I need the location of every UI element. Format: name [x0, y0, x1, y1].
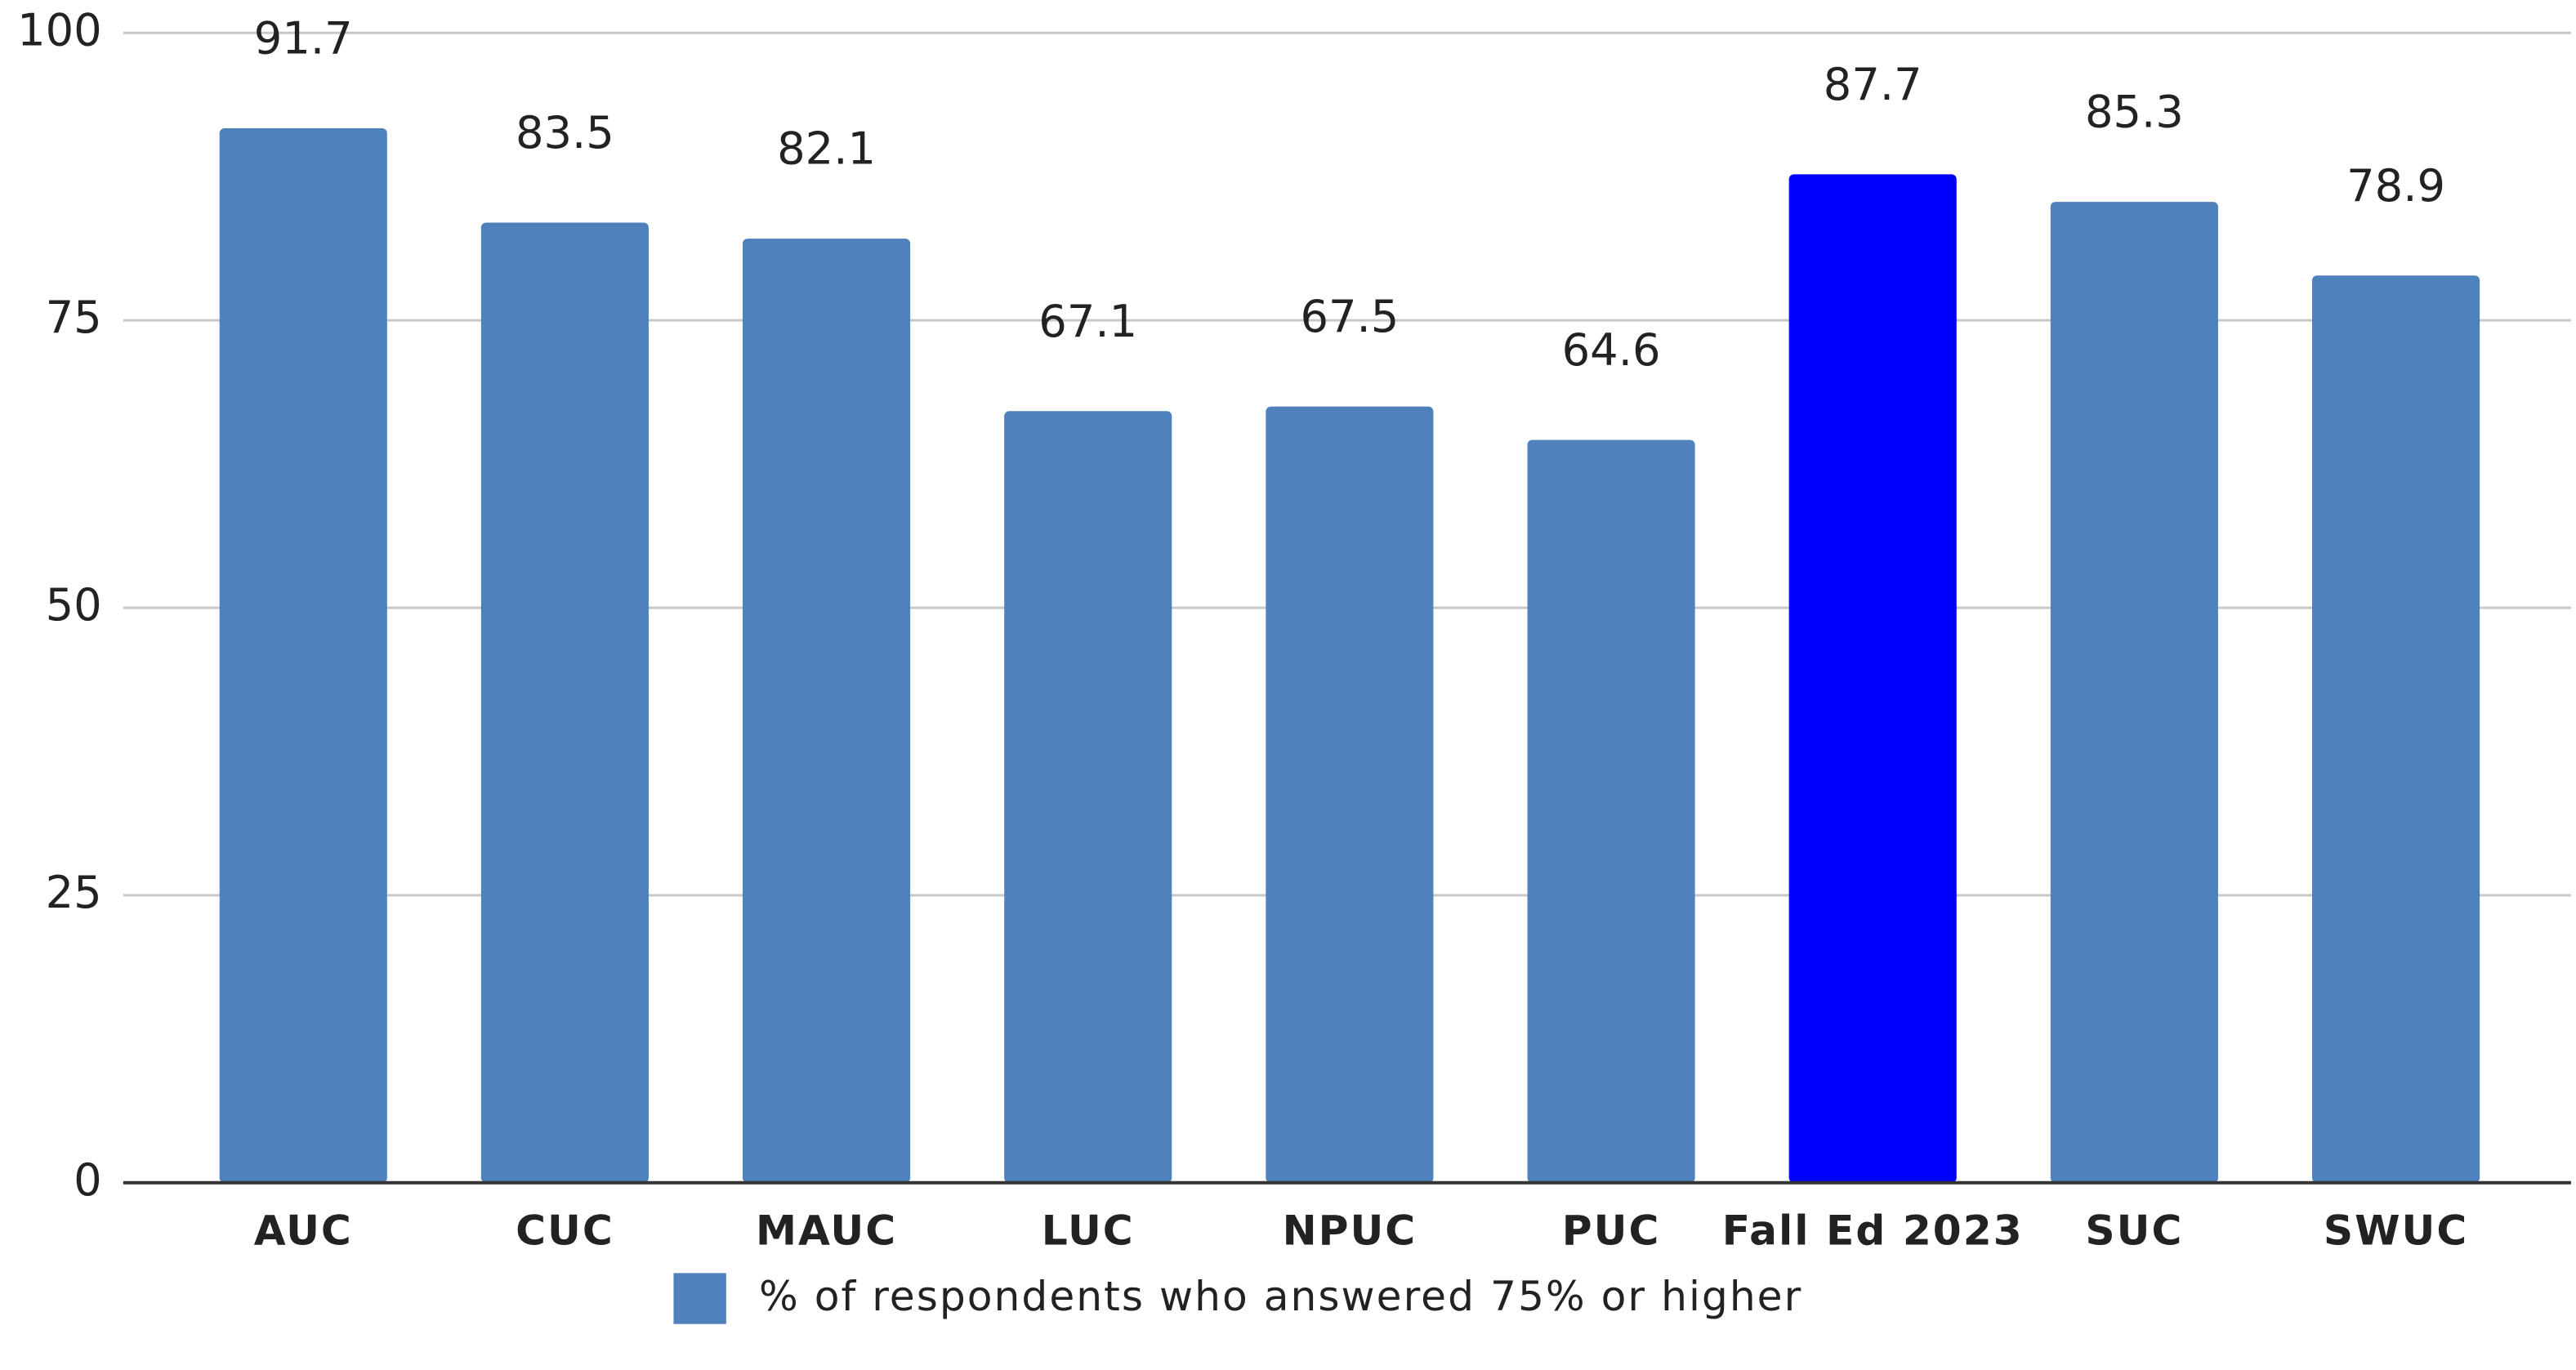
- x-tick-label: CUC: [516, 1207, 614, 1255]
- bar: [1004, 411, 1172, 1183]
- x-tick-label: SUC: [2085, 1207, 2183, 1255]
- x-tick-label: SWUC: [2324, 1207, 2468, 1255]
- x-tick-label: NPUC: [1283, 1207, 1417, 1255]
- y-tick-label: 100: [17, 4, 102, 56]
- x-tick-label: LUC: [1042, 1207, 1135, 1255]
- value-label: 78.9: [2346, 160, 2445, 212]
- y-tick-label: 0: [74, 1154, 102, 1206]
- bar: [2312, 275, 2480, 1183]
- value-label: 67.5: [1300, 291, 1399, 342]
- value-label: 85.3: [2085, 87, 2184, 138]
- legend-swatch: [673, 1273, 726, 1324]
- x-tick-label: AUC: [254, 1207, 353, 1255]
- y-tick-label: 75: [46, 292, 102, 343]
- value-label: 91.7: [254, 13, 353, 65]
- bar: [480, 222, 649, 1183]
- bar: [743, 239, 911, 1183]
- value-label: 67.1: [1038, 296, 1137, 347]
- x-tick-label: Fall Ed 2023: [1722, 1207, 2024, 1255]
- bar: [2050, 202, 2218, 1183]
- value-label: 87.7: [1824, 59, 1922, 110]
- x-tick-label: MAUC: [756, 1207, 897, 1255]
- y-tick-label: 50: [46, 579, 102, 631]
- x-tick-label: PUC: [1562, 1207, 1661, 1255]
- bar: [1788, 174, 1957, 1183]
- legend-label: % of respondents who answered 75% or hig…: [759, 1272, 1802, 1320]
- bar: [1527, 440, 1695, 1183]
- value-label: 83.5: [516, 107, 614, 158]
- bar: [1266, 406, 1434, 1183]
- y-tick-label: 25: [46, 867, 102, 918]
- bar: [219, 128, 387, 1183]
- value-label: 82.1: [777, 123, 876, 175]
- value-label: 64.6: [1562, 324, 1661, 376]
